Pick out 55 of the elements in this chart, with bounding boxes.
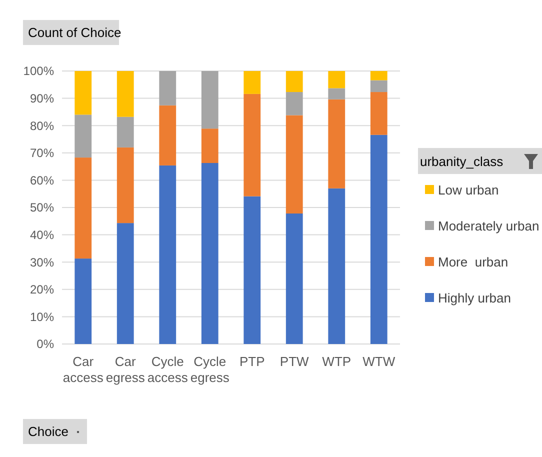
y-tick-label: 50% [30,200,54,215]
x-tick-label: Cycle access [147,354,188,385]
bar [74,114,92,158]
bar [116,147,134,224]
bar [244,196,261,344]
x-tick-label: WTP [322,354,352,369]
bar [286,214,303,344]
bar [159,165,176,344]
legend-label: More urban [438,254,508,270]
bar [74,71,92,115]
bar [370,92,388,135]
x-tick-label: Car egress [106,354,146,385]
legend-label: Highly urban [438,290,511,306]
bar [201,163,218,344]
y-tick-label: 10% [30,310,54,324]
legend-label: Low urban [438,182,499,198]
bar [286,92,303,116]
x-tick-label: WTW [362,354,396,369]
legend-title: urbanity_class [420,154,504,169]
y-tick-label: 70% [30,146,54,160]
x-tick-label: PTW [280,354,310,369]
x-tick-label: Car access [62,354,104,385]
bar [159,71,176,106]
bar [244,94,261,196]
y-tick-label: 60% [30,173,54,188]
bar [74,158,92,259]
y-tick-label: 100% [23,64,54,78]
y-tick-label: 80% [30,118,54,133]
bar [116,223,134,344]
bar [74,258,92,344]
bar [370,134,388,344]
bar [116,71,134,117]
bar [201,128,218,163]
bar [201,71,218,129]
y-tick-label: 30% [30,255,54,270]
bar [370,80,388,92]
text: Count of Choice [28,25,122,40]
bar [370,71,388,80]
bar [328,88,346,100]
y-tick-label: 0% [36,337,54,352]
bar [328,188,346,344]
y-tick-label: 40% [30,228,54,242]
bar [328,99,346,188]
legend-label: Moderately urban [438,218,540,234]
y-tick-label: 90% [30,92,54,106]
y-tick-label: 20% [30,282,54,297]
bar [159,105,176,166]
text: Choice [28,424,68,439]
bar [116,116,134,148]
bar [328,71,346,88]
bar [244,71,261,94]
x-tick-label: Cycle egress [190,354,230,385]
x-tick-label: PTP [239,354,265,369]
bar [286,71,303,92]
bar [286,115,303,214]
